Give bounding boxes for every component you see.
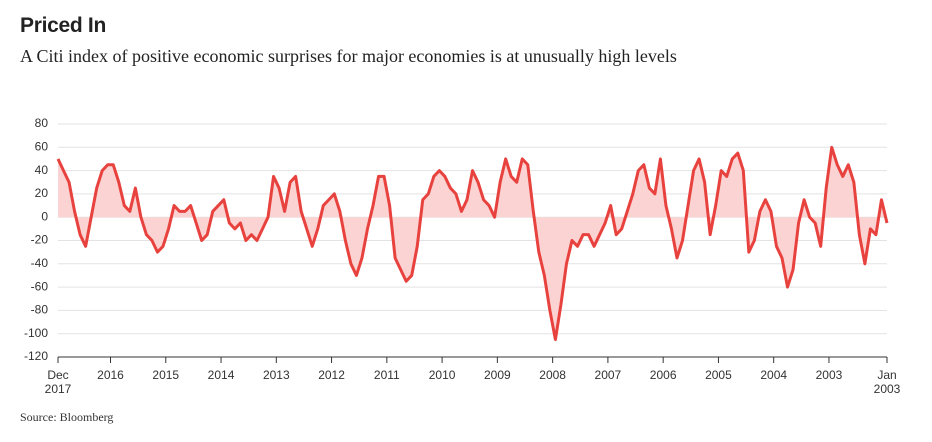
source-note: Source: Bloomberg — [20, 410, 114, 424]
x-tick-label: 2011 — [373, 368, 400, 382]
y-tick-label: 0 — [41, 209, 48, 223]
x-tick-label: 2015 — [152, 368, 180, 382]
x-tick-label: Dec 2017 — [44, 368, 72, 396]
line — [56, 145, 889, 342]
y-tick-label: 60 — [35, 139, 49, 153]
y-tick-label: 20 — [35, 186, 49, 200]
x-tick-label: 2010 — [428, 368, 456, 382]
x-tick-label: 2009 — [484, 368, 511, 382]
x-tick-label: 2013 — [262, 368, 290, 382]
y-tick-label: 40 — [35, 163, 49, 177]
x-tick-label: 2008 — [539, 368, 566, 382]
y-tick-label: -60 — [31, 279, 49, 293]
y-tick-label: -20 — [31, 233, 49, 247]
y-tick-label: -100 — [24, 326, 48, 340]
x-tick-label: 2003 — [815, 368, 843, 382]
x-tick-label: 2016 — [97, 368, 124, 382]
x-tick-label: 2014 — [207, 368, 235, 382]
area — [58, 147, 887, 340]
x-tick-label: Jan 2003 — [873, 368, 901, 396]
y-tick-label: -40 — [31, 256, 49, 270]
y-tick-label: 80 — [35, 116, 49, 130]
y-tick-label: -80 — [31, 303, 49, 317]
x-tick-label: 2004 — [760, 368, 788, 382]
x-tick-label: 2012 — [318, 368, 345, 382]
y-tick-label: -120 — [24, 349, 48, 363]
chart-subtitle: A Citi index of positive economic surpri… — [20, 46, 677, 66]
x-tick-label: 2005 — [705, 368, 732, 382]
chart-title: Priced In — [20, 14, 106, 37]
x-tick-label: 2007 — [594, 368, 622, 382]
x-tick-label: 2006 — [649, 368, 677, 382]
